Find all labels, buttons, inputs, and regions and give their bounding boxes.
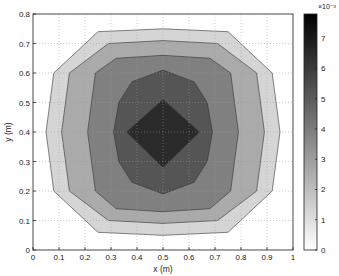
y-tick <box>33 73 36 74</box>
x-tick-label: 0 <box>31 253 36 262</box>
x-tick <box>293 247 294 250</box>
colorbar-tick <box>315 250 317 251</box>
x-tick <box>241 247 242 250</box>
x-tick-label: 0.8 <box>235 253 247 262</box>
y-tick <box>33 220 36 221</box>
colorbar-tick <box>315 128 317 129</box>
y-tick-label: 0.7 <box>19 40 31 49</box>
y-tick <box>33 43 36 44</box>
colorbar <box>304 14 317 250</box>
colorbar-tick-label: 2 <box>321 185 326 194</box>
y-tick <box>33 132 36 133</box>
x-tick <box>267 247 268 250</box>
contours <box>33 14 293 250</box>
grid-line <box>33 220 293 221</box>
x-tick-label: 0.9 <box>261 253 273 262</box>
x-tick-label: 0.6 <box>183 253 195 262</box>
y-tick-label: 0.1 <box>19 217 31 226</box>
colorbar-tick-label: 1 <box>321 216 326 225</box>
colorbar-tick-label: 0 <box>321 246 326 255</box>
x-tick-label: 0.7 <box>209 253 221 262</box>
colorbar-tick <box>315 219 317 220</box>
x-tick-label: 1 <box>291 253 296 262</box>
x-tick <box>137 247 138 250</box>
grid-line <box>215 14 216 250</box>
contour-band <box>127 100 200 168</box>
y-tick-label: 0.6 <box>19 69 31 78</box>
y-tick-label: 0.3 <box>19 158 31 167</box>
grid-line <box>33 102 293 103</box>
x-tick <box>33 247 34 250</box>
grid-line <box>33 191 293 192</box>
y-tick <box>33 161 36 162</box>
y-tick <box>33 191 36 192</box>
x-tick-label: 0.5 <box>157 253 169 262</box>
x-tick <box>111 247 112 250</box>
colorbar-tick-label: 4 <box>321 125 326 134</box>
colorbar-tick <box>315 189 317 190</box>
x-tick <box>59 247 60 250</box>
y-tick-label: 0.2 <box>19 187 31 196</box>
colorbar-tick-label: 5 <box>321 95 326 104</box>
colorbar-exponent: ×10⁻³ <box>318 3 337 10</box>
y-tick <box>33 250 36 251</box>
x-tick <box>85 247 86 250</box>
x-tick-label: 0.3 <box>105 253 117 262</box>
colorbar-tick <box>315 98 317 99</box>
colorbar-tick <box>315 159 317 160</box>
grid-line <box>33 43 293 44</box>
colorbar-tick-label: 7 <box>321 34 326 43</box>
x-tick-label: 0.1 <box>53 253 65 262</box>
x-tick <box>215 247 216 250</box>
x-axis-label: x (m) <box>153 264 173 274</box>
x-tick-label: 0.2 <box>79 253 91 262</box>
y-tick <box>33 14 36 15</box>
plot-frame <box>33 14 293 250</box>
y-tick-label: 0.8 <box>19 10 31 19</box>
chart: 0 0.1 0.2 0.3 0.4 0.5 0.6 0.7 0.8 0.9 1 0 0.1 0.2 0.3 0… <box>0 0 339 276</box>
grid-line <box>33 132 293 133</box>
y-tick-label: 0.5 <box>19 99 31 108</box>
colorbar-tick-label: 6 <box>321 64 326 73</box>
x-tick <box>189 247 190 250</box>
y-tick-label: 0 <box>26 246 31 255</box>
colorbar-tick-label: 3 <box>321 155 326 164</box>
grid-line <box>137 14 138 250</box>
colorbar-tick <box>315 38 317 39</box>
grid-line <box>33 73 293 74</box>
grid-line <box>59 14 60 250</box>
plot-bg <box>33 14 293 250</box>
y-axis-label: y (m) <box>3 122 13 142</box>
y-tick <box>33 102 36 103</box>
x-tick-label: 0.4 <box>131 253 143 262</box>
colorbar-tick <box>315 68 317 69</box>
grid-line <box>33 161 293 162</box>
y-tick-label: 0.4 <box>19 128 31 137</box>
x-tick <box>163 247 164 250</box>
